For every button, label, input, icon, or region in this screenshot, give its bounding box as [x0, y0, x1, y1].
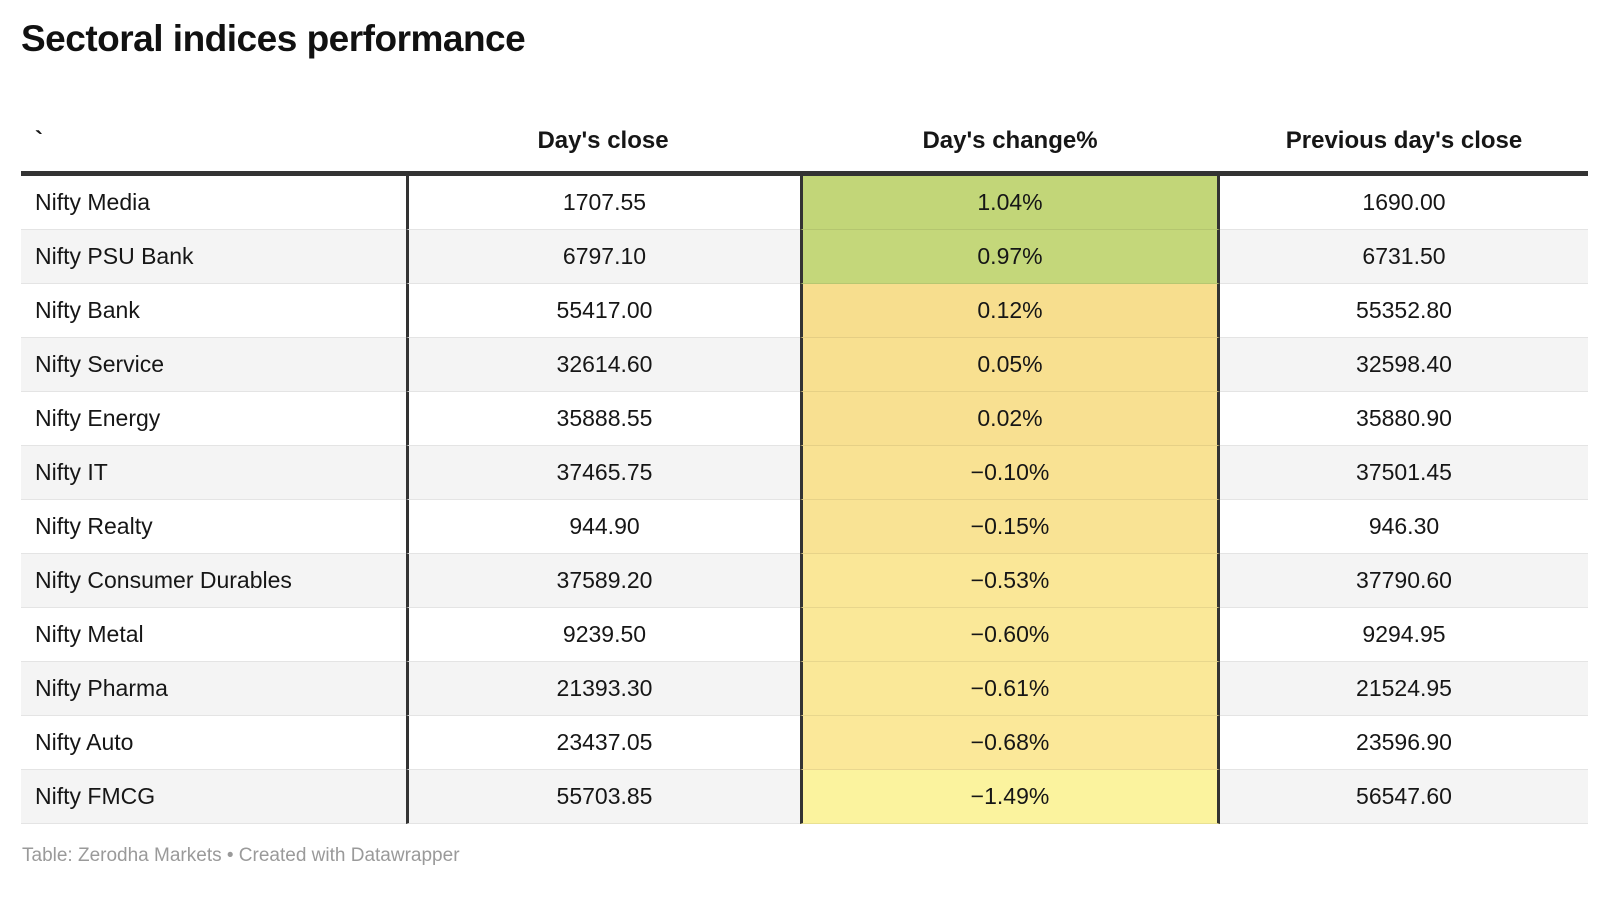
previous-close-value: 946.30	[1220, 500, 1588, 554]
index-name: Nifty Service	[21, 338, 406, 392]
table-row: Nifty IT 37465.75 −0.10% 37501.45	[21, 446, 1588, 500]
index-name: Nifty Media	[21, 176, 406, 230]
index-name: Nifty Auto	[21, 716, 406, 770]
days-change-cell: −0.60%	[800, 608, 1220, 662]
days-change-cell: 0.02%	[800, 392, 1220, 446]
table-row: Nifty Realty 944.90 −0.15% 946.30	[21, 500, 1588, 554]
table-header-row: ` Day's close Day's change% Previous day…	[21, 106, 1588, 176]
previous-close-value: 9294.95	[1220, 608, 1588, 662]
table-row: Nifty Media 1707.55 1.04% 1690.00	[21, 176, 1588, 230]
days-close-value: 9239.50	[406, 608, 800, 662]
days-change-cell: −0.53%	[800, 554, 1220, 608]
days-close-value: 6797.10	[406, 230, 800, 284]
days-change-cell: −0.68%	[800, 716, 1220, 770]
days-change-cell: 0.05%	[800, 338, 1220, 392]
index-name: Nifty PSU Bank	[21, 230, 406, 284]
days-close-value: 37589.20	[406, 554, 800, 608]
previous-close-value: 56547.60	[1220, 770, 1588, 824]
previous-close-value: 55352.80	[1220, 284, 1588, 338]
previous-close-value: 37501.45	[1220, 446, 1588, 500]
days-close-value: 944.90	[406, 500, 800, 554]
page-title: Sectoral indices performance	[21, 18, 526, 59]
days-change-cell: 1.04%	[800, 176, 1220, 230]
column-header-days-close: Day's close	[537, 127, 669, 154]
days-change-cell: 0.12%	[800, 284, 1220, 338]
table-row: Nifty Metal 9239.50 −0.60% 9294.95	[21, 608, 1588, 662]
previous-close-value: 23596.90	[1220, 716, 1588, 770]
days-close-value: 55417.00	[406, 284, 800, 338]
days-close-value: 23437.05	[406, 716, 800, 770]
column-header-previous-close: Previous day's close	[1285, 127, 1523, 154]
index-name: Nifty IT	[21, 446, 406, 500]
table-row: Nifty Consumer Durables 37589.20 −0.53% …	[21, 554, 1588, 608]
column-header-index: `	[35, 127, 43, 154]
days-close-value: 37465.75	[406, 446, 800, 500]
index-name: Nifty Bank	[21, 284, 406, 338]
index-name: Nifty FMCG	[21, 770, 406, 824]
previous-close-value: 35880.90	[1220, 392, 1588, 446]
previous-close-value: 21524.95	[1220, 662, 1588, 716]
index-name: Nifty Realty	[21, 500, 406, 554]
table-body: Nifty Media 1707.55 1.04% 1690.00 Nifty …	[21, 171, 1588, 824]
index-name: Nifty Consumer Durables	[21, 554, 406, 608]
days-close-value: 32614.60	[406, 338, 800, 392]
previous-close-value: 6731.50	[1220, 230, 1588, 284]
column-header-days-change: Day's change%	[922, 127, 1098, 154]
days-close-value: 1707.55	[406, 176, 800, 230]
days-change-cell: −0.10%	[800, 446, 1220, 500]
table-row: Nifty Service 32614.60 0.05% 32598.40	[21, 338, 1588, 392]
previous-close-value: 37790.60	[1220, 554, 1588, 608]
previous-close-value: 32598.40	[1220, 338, 1588, 392]
table-row: Nifty FMCG 55703.85 −1.49% 56547.60	[21, 770, 1588, 824]
table-row: Nifty Energy 35888.55 0.02% 35880.90	[21, 392, 1588, 446]
table-row: Nifty Auto 23437.05 −0.68% 23596.90	[21, 716, 1588, 770]
previous-close-value: 1690.00	[1220, 176, 1588, 230]
days-change-cell: −0.15%	[800, 500, 1220, 554]
days-close-value: 21393.30	[406, 662, 800, 716]
days-change-cell: −0.61%	[800, 662, 1220, 716]
attribution: Table: Zerodha Markets • Created with Da…	[22, 845, 460, 866]
days-change-cell: 0.97%	[800, 230, 1220, 284]
days-change-cell: −1.49%	[800, 770, 1220, 824]
table-row: Nifty PSU Bank 6797.10 0.97% 6731.50	[21, 230, 1588, 284]
table-row: Nifty Pharma 21393.30 −0.61% 21524.95	[21, 662, 1588, 716]
index-name: Nifty Energy	[21, 392, 406, 446]
table-row: Nifty Bank 55417.00 0.12% 55352.80	[21, 284, 1588, 338]
days-close-value: 55703.85	[406, 770, 800, 824]
days-close-value: 35888.55	[406, 392, 800, 446]
index-name: Nifty Metal	[21, 608, 406, 662]
index-name: Nifty Pharma	[21, 662, 406, 716]
